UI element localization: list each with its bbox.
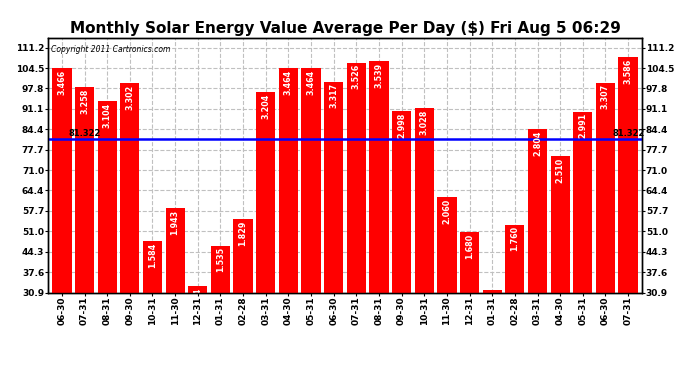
Bar [75,87,94,292]
Text: 3.204: 3.204 [262,94,270,119]
Bar [233,219,253,292]
Bar [97,101,117,292]
Bar [460,232,479,292]
Text: 3.317: 3.317 [329,83,338,108]
Bar [120,83,139,292]
Bar [143,241,162,292]
Text: 1.943: 1.943 [170,210,179,235]
Bar [211,246,230,292]
Text: 3.104: 3.104 [103,103,112,128]
Text: 3.307: 3.307 [601,84,610,109]
Text: 1.048: 1.048 [488,292,497,317]
Bar [392,111,411,292]
Bar [528,129,547,292]
Text: 2.804: 2.804 [533,130,542,156]
Text: 1.829: 1.829 [239,220,248,246]
Text: 3.466: 3.466 [57,69,66,94]
Bar [618,57,638,292]
Text: 1.584: 1.584 [148,243,157,268]
Bar [369,61,388,292]
Bar [346,63,366,292]
Bar [166,208,185,292]
Bar [302,68,321,292]
Bar [482,290,502,292]
Bar [573,112,593,292]
Bar [505,225,524,292]
Text: 3.258: 3.258 [80,89,89,114]
Bar [596,82,615,292]
Bar [437,197,457,292]
Text: 2.060: 2.060 [442,199,451,224]
Text: 2.998: 2.998 [397,112,406,138]
Text: 1.760: 1.760 [511,226,520,251]
Text: Copyright 2011 Cartronics.com: Copyright 2011 Cartronics.com [51,45,170,54]
Bar [324,82,344,292]
Text: 3.464: 3.464 [306,70,315,95]
Text: 3.586: 3.586 [624,58,633,84]
Text: 2.991: 2.991 [578,113,587,138]
Bar [279,68,298,292]
Text: 1.094: 1.094 [193,288,202,313]
Text: 81.322: 81.322 [69,129,101,138]
Text: 3.464: 3.464 [284,70,293,95]
Text: 3.526: 3.526 [352,64,361,89]
Title: Monthly Solar Energy Value Average Per Day ($) Fri Aug 5 06:29: Monthly Solar Energy Value Average Per D… [70,21,620,36]
Bar [256,92,275,292]
Bar [52,68,72,292]
Text: 3.302: 3.302 [126,85,135,110]
Text: 1.535: 1.535 [216,247,225,272]
Text: 3.539: 3.539 [375,63,384,88]
Text: 2.510: 2.510 [555,158,564,183]
Bar [415,108,434,292]
Text: 3.028: 3.028 [420,110,428,135]
Text: 81.322: 81.322 [612,129,644,138]
Text: 1.680: 1.680 [465,234,474,259]
Bar [188,286,208,292]
Bar [551,156,570,292]
